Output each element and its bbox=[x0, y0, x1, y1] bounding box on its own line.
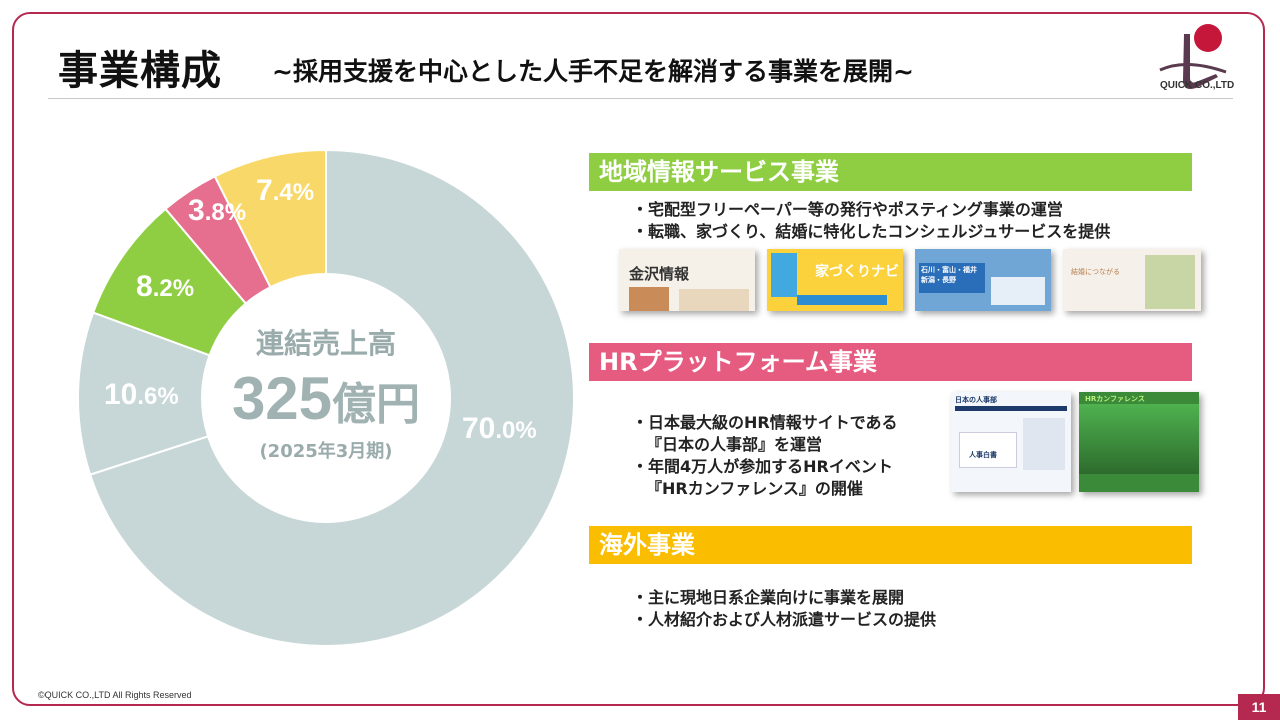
company-logo-icon bbox=[1159, 24, 1227, 89]
bullet: ・日本最大級のHR情報サイトである bbox=[632, 413, 898, 432]
page-number: 11 bbox=[1238, 694, 1280, 720]
section-hr-bullets: ・日本最大級のHR情報サイトである 『日本の人事部』を運営 ・年間4万人が参加す… bbox=[632, 412, 898, 500]
chart-center-number: 325 bbox=[231, 365, 333, 432]
section-regional-info: 地域情報サービス事業 bbox=[589, 153, 1192, 191]
chart-center-label: 連結売上高 bbox=[255, 327, 396, 360]
bullet: 『HRカンファレンス』の開催 bbox=[646, 479, 863, 498]
section-regional-bullets: ・宅配型フリーペーパー等の発行やポスティング事業の運営 ・転職、家づくり、結婚に… bbox=[632, 199, 1110, 243]
data-label-segment-4: 3.8% bbox=[188, 194, 247, 227]
section-hr-platform: HRプラットフォーム事業 bbox=[589, 343, 1192, 381]
chart-center-unit: 億円 bbox=[332, 379, 421, 430]
thumbnail-jinjibu-site: 日本の人事部 人事白書 bbox=[951, 392, 1071, 492]
page-title: 事業構成 bbox=[58, 48, 222, 94]
logo-text: QUICK CO.,LTD bbox=[1160, 80, 1235, 91]
chart-center-period: (2025年3月期) bbox=[259, 441, 393, 462]
thumbnail-hr-conference: HRカンファレンス bbox=[1079, 392, 1199, 492]
thumbnail-kanazawa-info: 金沢情報 bbox=[619, 249, 755, 311]
data-label-overseas-hr: 70.0% bbox=[462, 412, 537, 445]
bullet: 『日本の人事部』を運営 bbox=[646, 435, 823, 454]
bullet: ・転職、家づくり、結婚に特化したコンシェルジュサービスを提供 bbox=[632, 222, 1111, 241]
data-label-segment-3: 8.2% bbox=[136, 270, 195, 303]
bullet: ・主に現地日系企業向けに事業を展開 bbox=[632, 588, 905, 607]
title-divider bbox=[48, 98, 1233, 99]
data-label-segment-5: 7.4% bbox=[256, 174, 315, 207]
section-overseas-bullets: ・主に現地日系企業向けに事業を展開 ・人材紹介および人材派遣サービスの提供 bbox=[632, 587, 936, 631]
thumbnail-house-navi: 家づくりナビ bbox=[767, 249, 903, 311]
donut-slice-1 bbox=[88, 148, 575, 647]
bullet: ・宅配型フリーペーパー等の発行やポスティング事業の運営 bbox=[632, 200, 1063, 219]
thumbnail-career-hokuriku: 石川・富山・福井 新潟・長野 bbox=[915, 249, 1051, 311]
data-label-segment-2: 10.6% bbox=[104, 378, 179, 411]
section-overseas: 海外事業 bbox=[589, 526, 1192, 564]
chart-center-value: 325億円 bbox=[196, 364, 456, 433]
page-subtitle: ~採用支援を中心とした人手不足を解消する事業を展開~ bbox=[272, 57, 914, 86]
bullet: ・年間4万人が参加するHRイベント bbox=[632, 457, 893, 476]
copyright: ©QUICK CO.,LTD All Rights Reserved bbox=[38, 690, 192, 700]
bullet: ・人材紹介および人材派遣サービスの提供 bbox=[632, 610, 937, 629]
thumbnail-marriage-concierge: 結婚につながる bbox=[1063, 249, 1201, 311]
slide-frame bbox=[12, 12, 1265, 706]
donut-slice-5 bbox=[213, 148, 327, 289]
